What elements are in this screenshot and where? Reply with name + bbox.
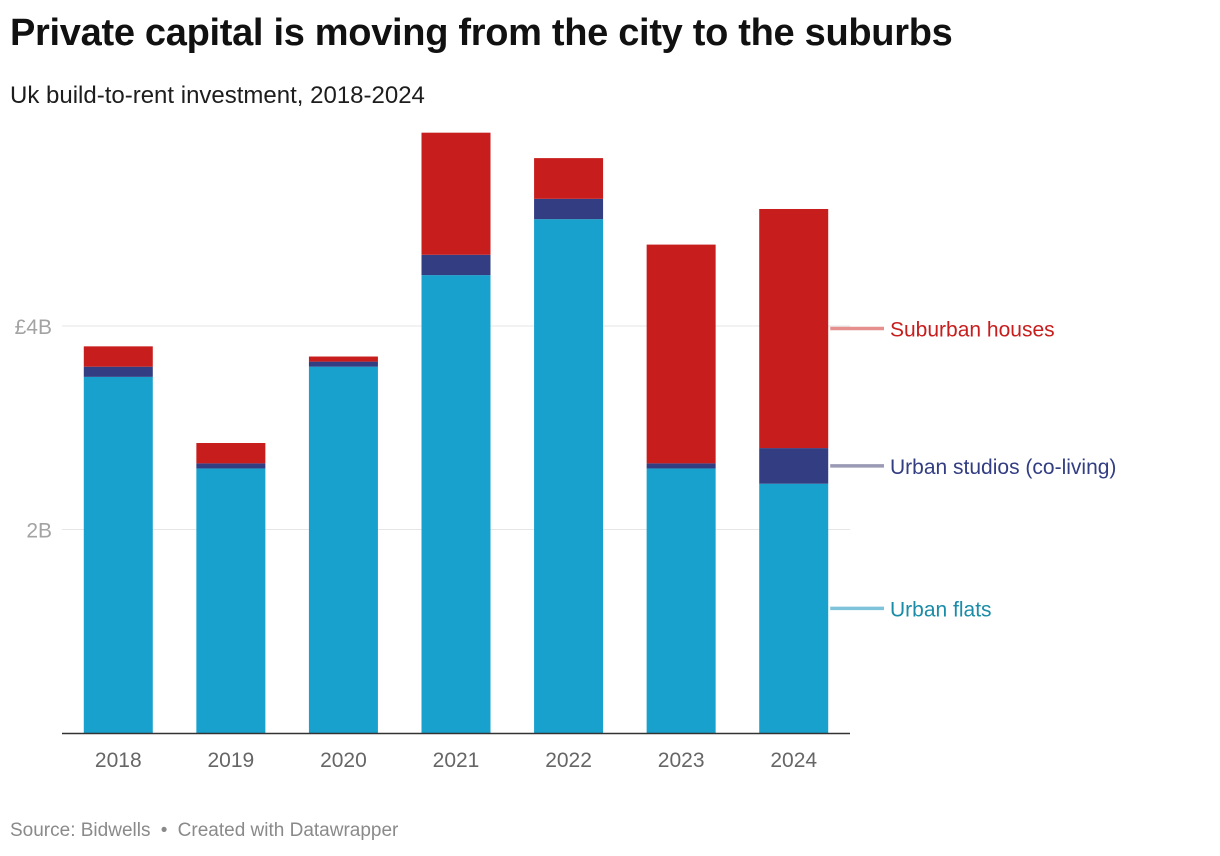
bar-segment (421, 132, 491, 255)
bar-segment (196, 443, 266, 464)
y-tick-label: £4B (15, 316, 52, 339)
x-tick-label: 2023 (658, 749, 705, 772)
bar-segment (759, 483, 829, 733)
x-tick-label: 2021 (433, 749, 480, 772)
bar-segment (83, 346, 153, 367)
bar-segment (421, 275, 491, 733)
bar-segment (759, 448, 829, 484)
bar-segment (646, 244, 716, 464)
credit-note: Created with Datawrapper (177, 820, 399, 841)
bar-segment (646, 463, 716, 469)
bar-segment (534, 219, 604, 734)
bar-segment (646, 468, 716, 733)
bar-segment (534, 198, 604, 220)
x-tick-label: 2022 (545, 749, 592, 772)
bar-segment (308, 356, 378, 362)
footer: Source: Bidwells • Created with Datawrap… (10, 820, 398, 842)
bar-segment (308, 361, 378, 367)
bar-segment (83, 366, 153, 377)
bar-segment (308, 366, 378, 733)
bar-segment (196, 463, 266, 469)
chart-title: Private capital is moving from the city … (10, 12, 953, 54)
x-tick-labels: 2018 2019 2020 2021 2022 2023 2024 (95, 749, 817, 772)
bar-segment (759, 208, 829, 449)
x-tick-label: 2024 (770, 749, 817, 772)
bar-segment (83, 376, 153, 733)
x-tick-label: 2018 (95, 749, 142, 772)
bar-segment (196, 468, 266, 733)
legend-label: Urban flats (890, 598, 992, 621)
stacked-bar-chart: 2B £4B 2018 2019 2020 2021 2022 2023 2024 Urban… (15, 132, 1116, 772)
legend-label: Suburban houses (890, 319, 1055, 342)
source-note: Source: Bidwells (10, 820, 151, 841)
bar-segment (534, 158, 604, 199)
x-tick-label: 2019 (207, 749, 254, 772)
bar-segment (421, 254, 491, 276)
chart-subtitle: Uk build-to-rent investment, 2018-2024 (10, 82, 425, 109)
bars (83, 132, 829, 734)
legend: Urban flats Urban studios (co-living) Subu… (830, 319, 1116, 621)
y-tick-label: 2B (26, 520, 52, 543)
footer-separator: • (160, 820, 168, 841)
legend-label: Urban studios (co-living) (890, 456, 1116, 479)
x-tick-label: 2020 (320, 749, 367, 772)
